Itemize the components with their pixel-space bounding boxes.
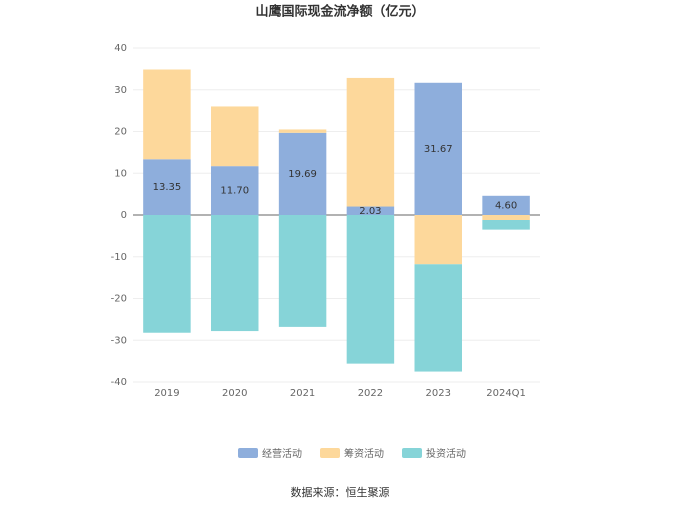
bar [143,215,191,333]
bar [346,215,395,364]
chart-title: 山鹰国际现金流净额（亿元） [255,4,424,20]
y-tick-label: 30 [114,85,127,96]
y-tick-label: -20 [111,294,127,305]
legend-label: 投资活动 [426,447,466,460]
y-tick-label: 20 [114,127,127,138]
bar [482,215,530,221]
data-label: 19.69 [288,169,317,180]
legend-swatch [238,448,258,458]
y-tick-label: 0 [121,210,127,221]
x-tick-label: 2020 [222,388,247,399]
bar [143,159,191,215]
bar [346,206,395,215]
x-tick-label: 2022 [358,388,383,399]
bar [482,220,530,230]
x-tick-label: 2019 [154,388,179,399]
y-tick-label: -30 [111,335,127,346]
data-label: 31.67 [424,144,453,155]
bar [143,69,191,160]
x-tick-label: 2024Q1 [486,388,526,399]
data-label: 13.35 [153,182,182,193]
y-tick-label: 10 [114,168,127,179]
x-tick-label: 2021 [290,388,315,399]
bar [482,195,530,215]
legend-swatch [402,448,422,458]
bar [211,106,259,167]
data-label: 11.70 [220,186,249,197]
bar [211,215,259,332]
x-tick-label: 2023 [426,388,451,399]
legend-label: 筹资活动 [344,447,384,460]
bar [211,166,259,215]
y-tick-label: -10 [111,252,127,263]
legend-swatch [320,448,340,458]
bar [414,215,462,265]
bar [278,129,327,133]
y-tick-label: -40 [111,377,127,388]
data-label: 4.60 [495,200,517,211]
source: 数据来源：恒生聚源 [291,485,390,499]
bar [346,77,395,207]
bar [414,264,462,372]
bar [414,82,462,216]
bar [278,132,327,215]
data-label: 2.03 [359,206,381,217]
legend-label: 经营活动 [262,447,302,460]
bar [278,215,327,327]
y-tick-label: 40 [114,43,127,54]
